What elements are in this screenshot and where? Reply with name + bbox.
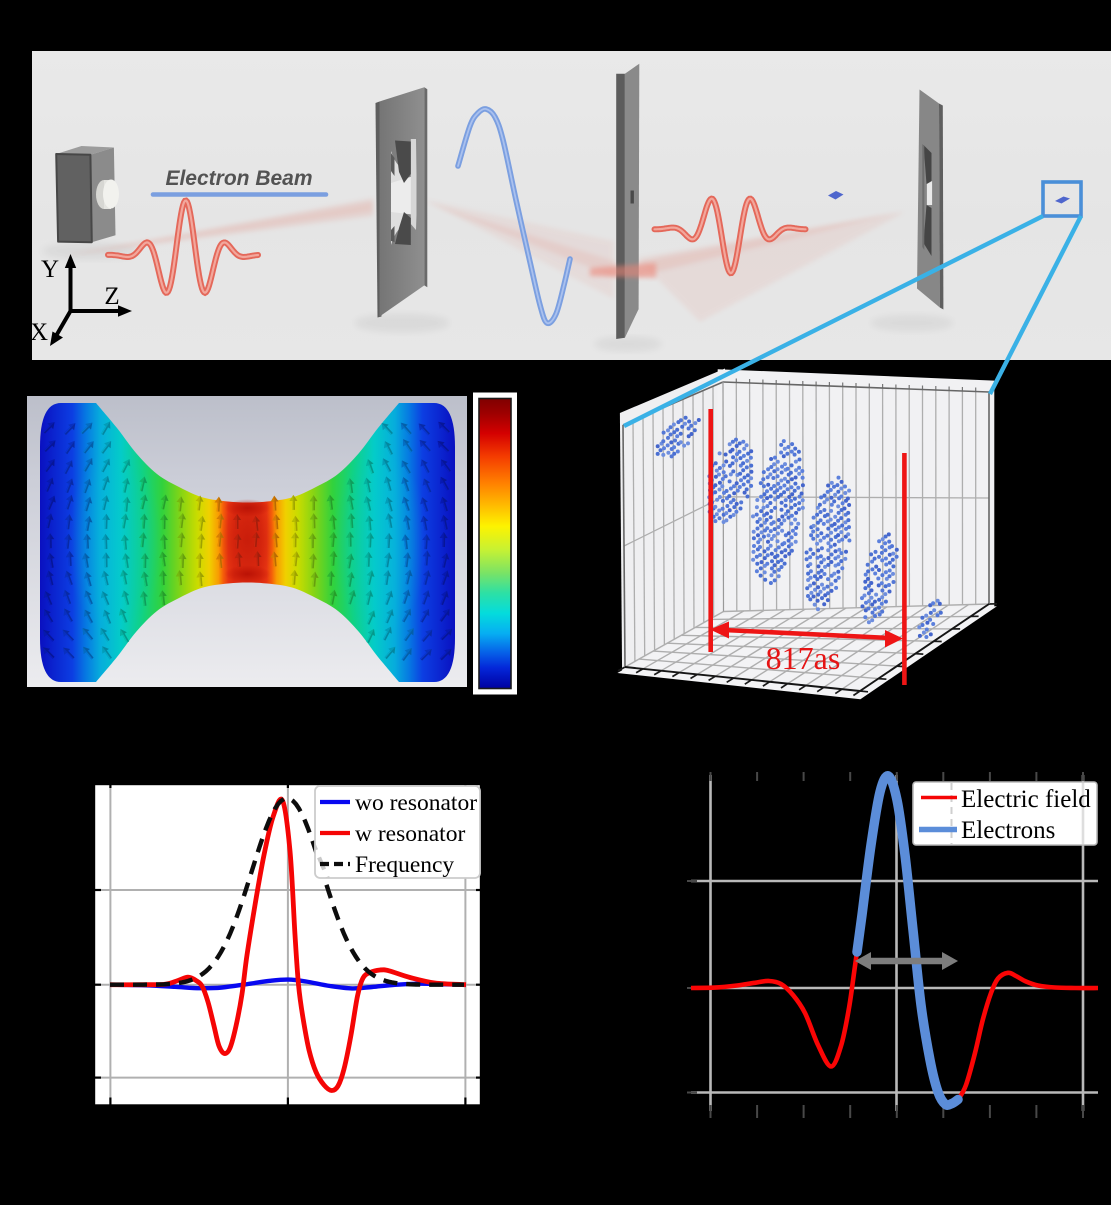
svg-text:817as: 817as: [766, 640, 841, 676]
svg-text:Y: Y: [41, 256, 59, 283]
svg-text:Frequency: Frequency: [355, 852, 454, 878]
svg-text:X: X: [30, 319, 48, 346]
svg-text:w resonator: w resonator: [355, 821, 465, 847]
svg-text:Electric field: Electric field: [961, 786, 1091, 813]
svg-text:wo resonator: wo resonator: [355, 790, 477, 816]
svg-text:Electrons: Electrons: [961, 817, 1055, 844]
svg-text:Z: Z: [104, 283, 119, 310]
svg-text:Electron Beam: Electron Beam: [165, 167, 312, 190]
